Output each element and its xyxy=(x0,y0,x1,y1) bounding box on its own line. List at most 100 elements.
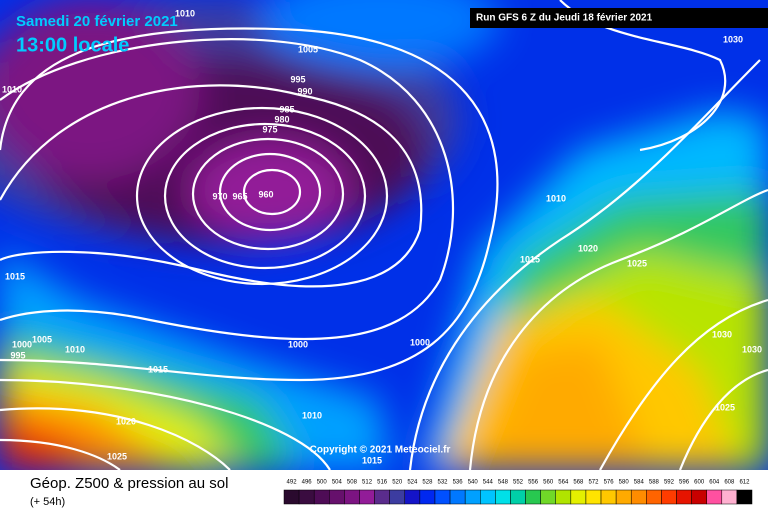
scale-label: 592 xyxy=(664,480,675,486)
isobar-label: 985 xyxy=(279,104,294,114)
isobar-label: 1025 xyxy=(715,402,735,412)
scale-swatch xyxy=(525,489,541,505)
isobar xyxy=(242,168,302,216)
scale-swatch xyxy=(646,489,662,505)
scale-label: 564 xyxy=(558,480,569,486)
isobar xyxy=(0,378,331,470)
isobar-label: 1015 xyxy=(520,254,540,264)
isobar xyxy=(599,298,768,470)
isobar-label: 1000 xyxy=(288,339,308,349)
scale-label: 524 xyxy=(407,480,418,486)
scale-swatch xyxy=(691,489,707,505)
scale-swatch xyxy=(630,489,647,505)
isobar xyxy=(218,152,322,232)
scale-label: 540 xyxy=(468,480,479,486)
scale-label: 568 xyxy=(573,480,584,486)
isobar-label: 970 xyxy=(212,191,227,201)
scale-label: 496 xyxy=(302,480,313,486)
isobar xyxy=(135,106,389,286)
scale-swatch xyxy=(570,489,587,505)
scale-label: 548 xyxy=(498,480,509,486)
scale-swatch xyxy=(495,489,511,505)
scale-swatch xyxy=(404,489,421,505)
scale-swatch xyxy=(449,489,466,505)
run-label: Run GFS 6 Z du Jeudi 18 février 2021 xyxy=(476,13,653,24)
scale-swatch xyxy=(359,489,375,505)
scale-swatch xyxy=(374,489,390,505)
isobars xyxy=(0,0,768,470)
isobar-label: 1015 xyxy=(148,364,168,374)
isobar-label: 1010 xyxy=(65,344,85,354)
isobar-label: 1010 xyxy=(546,193,566,203)
isobar-label: 1010 xyxy=(175,8,195,18)
scale-label: 528 xyxy=(422,480,433,486)
scale-label: 584 xyxy=(634,480,645,486)
scale-label: 604 xyxy=(709,480,720,486)
scale-swatch xyxy=(480,489,496,505)
scale-swatch xyxy=(344,489,360,505)
scale-swatch xyxy=(313,489,330,505)
scale-swatch xyxy=(540,489,556,505)
scale-label: 560 xyxy=(543,480,554,486)
scale-swatch xyxy=(615,489,632,505)
isobar-label: 1025 xyxy=(107,451,127,461)
isobar xyxy=(191,137,345,251)
scale-label: 520 xyxy=(392,480,403,486)
scale-label: 500 xyxy=(317,480,328,486)
scale-swatch xyxy=(510,489,526,505)
copyright: Copyright © 2021 Meteociel.fr xyxy=(310,445,451,456)
isobar xyxy=(408,59,761,470)
scale-swatch xyxy=(600,489,617,505)
scale-swatch xyxy=(464,489,481,505)
scale-swatch xyxy=(706,489,723,505)
isobar-label: 995 xyxy=(10,350,25,360)
isobar xyxy=(0,27,499,382)
scale-label: 552 xyxy=(513,480,524,486)
map-background xyxy=(0,0,768,470)
isobar-label: 1030 xyxy=(742,344,762,354)
date-label: Samedi 20 février 2021 xyxy=(16,13,178,30)
isobar-label: 990 xyxy=(297,86,312,96)
isobar xyxy=(0,84,423,288)
scale-swatch xyxy=(736,489,753,505)
scale-swatch xyxy=(434,489,451,505)
isobar-label: 980 xyxy=(274,114,289,124)
isobar-label: 1025 xyxy=(627,258,647,268)
scale-label: 600 xyxy=(694,480,705,486)
isobar xyxy=(0,38,455,341)
isobar-label: 1030 xyxy=(712,329,732,339)
scale-label: 512 xyxy=(362,480,373,486)
scale-label: 516 xyxy=(377,480,388,486)
isobar-label: 1030 xyxy=(723,34,743,44)
scale-label: 492 xyxy=(287,480,298,486)
isobar-label: 975 xyxy=(262,124,277,134)
isobar-label: 1005 xyxy=(32,334,52,344)
isobar-label: 1020 xyxy=(116,416,136,426)
isobar-label: 1010 xyxy=(302,410,322,420)
scale-swatch xyxy=(283,489,300,505)
scale-swatch xyxy=(585,489,602,505)
run-box xyxy=(470,8,768,28)
scale-label: 596 xyxy=(679,480,690,486)
isobar xyxy=(468,188,768,470)
isobar-label: 1000 xyxy=(410,337,430,347)
isobar xyxy=(678,368,768,470)
scale-label: 536 xyxy=(453,480,464,486)
scale-swatch xyxy=(389,489,406,505)
scale-label: 576 xyxy=(604,480,615,486)
scale-label: 532 xyxy=(438,480,449,486)
scale-label: 544 xyxy=(483,480,494,486)
isobar-label: 1020 xyxy=(578,243,598,253)
isobar-label: 1015 xyxy=(5,271,25,281)
scale-label: 580 xyxy=(619,480,630,486)
isobar-label: 965 xyxy=(232,191,247,201)
scale-swatch xyxy=(298,489,315,505)
legend-lead: (+ 54h) xyxy=(30,496,65,508)
scale-label: 572 xyxy=(588,480,599,486)
isobar-label: 1000 xyxy=(12,339,32,349)
isobar-label: 995 xyxy=(290,74,305,84)
isobar xyxy=(0,438,121,470)
scale-label: 588 xyxy=(649,480,660,486)
isobar-label: 1015 xyxy=(362,455,382,465)
